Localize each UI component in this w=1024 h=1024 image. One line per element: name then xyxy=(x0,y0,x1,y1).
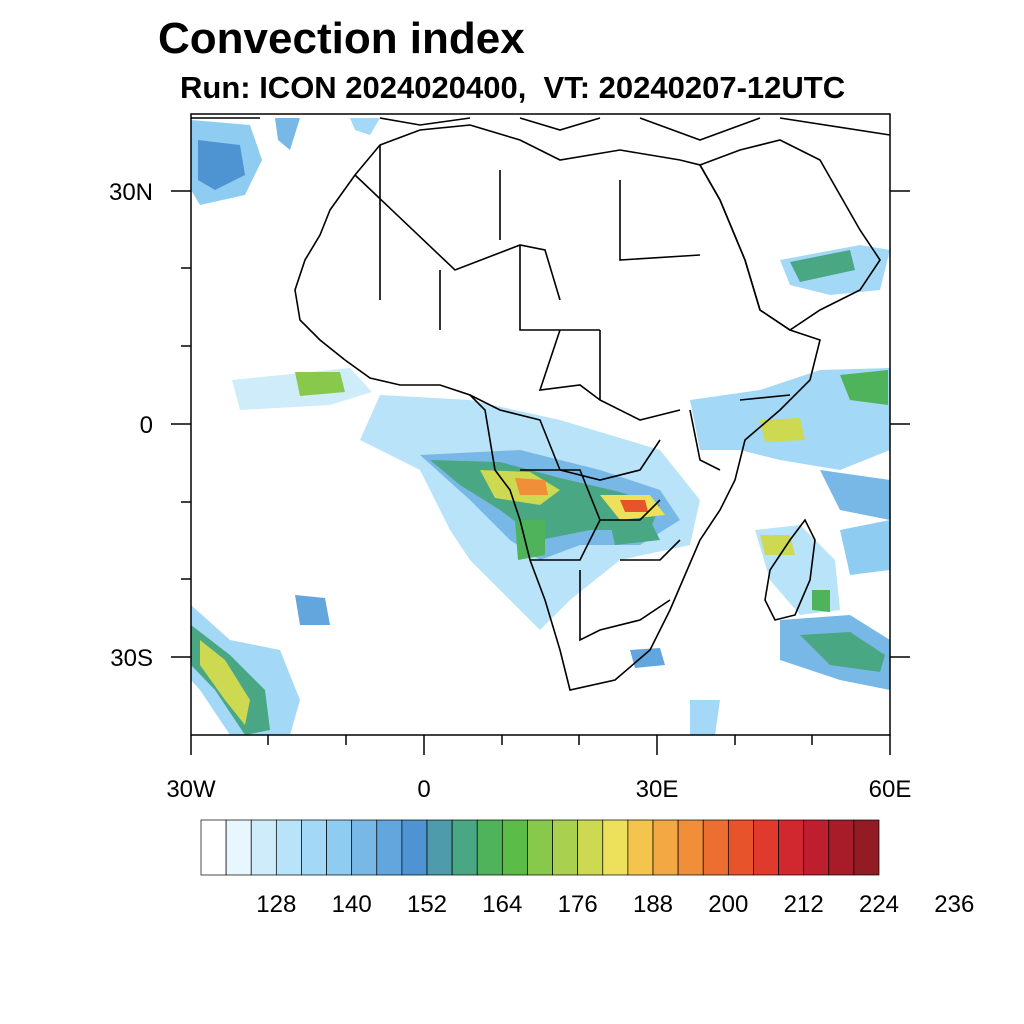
colorbar-swatch xyxy=(727,819,754,876)
colorbar-label: 188 xyxy=(633,891,673,918)
convection-area xyxy=(191,605,300,735)
convection-area xyxy=(610,520,660,545)
lon-tick-label: 30E xyxy=(636,776,679,803)
colorbar-label: 140 xyxy=(332,891,372,918)
colorbar-label: 176 xyxy=(558,891,598,918)
colorbar-swatch xyxy=(275,819,302,876)
convection-area xyxy=(620,500,648,512)
colorbar-swatch xyxy=(677,819,704,876)
colorbar-swatch xyxy=(652,819,679,876)
convection-area xyxy=(812,590,830,612)
convection-area xyxy=(515,520,545,560)
colorbar-swatch xyxy=(401,819,428,876)
colorbar-swatch xyxy=(527,819,553,876)
colorbar-swatch xyxy=(602,819,629,876)
coastlines xyxy=(191,117,890,691)
colorbar-swatch xyxy=(376,819,403,876)
convection-area xyxy=(295,372,345,396)
convection-area xyxy=(840,370,888,405)
colorbar-label: 200 xyxy=(708,891,748,918)
madagascar-coastline xyxy=(764,518,816,621)
convection-area xyxy=(800,632,885,672)
convection-area xyxy=(295,595,330,625)
colorbar-swatch xyxy=(778,819,805,876)
colorbar-swatch xyxy=(552,819,579,876)
colorbar-label: 236 xyxy=(934,891,974,918)
europe-coastline xyxy=(191,117,890,141)
convection-area xyxy=(820,470,890,520)
colorbar-swatch xyxy=(753,819,779,876)
arabia-coastline xyxy=(698,139,881,331)
lat-tick-label: 30N xyxy=(109,179,153,206)
colorbar-swatch xyxy=(853,819,880,876)
lon-tick-label: 30W xyxy=(166,776,216,803)
convection-area xyxy=(350,118,380,135)
lat-tick-label: 30S xyxy=(110,645,153,672)
convection-field xyxy=(191,118,890,735)
convection-area xyxy=(515,478,548,495)
colorbar-label: 224 xyxy=(859,891,899,918)
convection-area xyxy=(840,520,890,575)
colorbar-swatch xyxy=(476,819,503,876)
axis-ticks xyxy=(171,190,910,755)
africa-coastline xyxy=(294,124,821,691)
convection-area xyxy=(760,535,795,555)
colorbar-label: 164 xyxy=(482,891,522,918)
colorbar-swatch xyxy=(828,819,855,876)
colorbar-label: 212 xyxy=(784,891,824,918)
colorbar-swatch xyxy=(326,819,353,876)
map-title: Convection index xyxy=(158,14,525,63)
colorbar-swatch xyxy=(200,819,227,876)
convection-area xyxy=(630,648,665,668)
colorbar-swatch xyxy=(250,819,277,876)
convection-area xyxy=(790,250,855,282)
colorbar-swatch xyxy=(501,819,528,876)
colorbar-swatch xyxy=(301,819,327,876)
convection-area xyxy=(200,640,250,725)
colorbar-swatch xyxy=(803,819,830,876)
colorbar-swatch xyxy=(225,819,252,876)
convection-area xyxy=(760,418,805,442)
lat-tick-label: 0 xyxy=(140,412,153,439)
colorbar-label: 152 xyxy=(407,891,447,918)
convection-area xyxy=(198,140,245,190)
lon-tick-label: 60E xyxy=(869,776,912,803)
colorbar xyxy=(200,819,880,876)
convection-area xyxy=(275,118,300,150)
colorbar-swatch xyxy=(451,819,478,876)
lon-tick-label: 0 xyxy=(417,776,430,803)
colorbar-swatch xyxy=(577,819,604,876)
colorbar-swatch xyxy=(702,819,729,876)
colorbar-swatch xyxy=(627,819,654,876)
colorbar-label: 128 xyxy=(256,891,296,918)
map-subtitle: Run: ICON 2024020400, VT: 20240207-12UTC xyxy=(180,70,846,105)
colorbar-swatch xyxy=(426,819,453,876)
colorbar-labels: 128 140 152 164 176 188 200 212 224 236 xyxy=(256,891,974,918)
country-borders xyxy=(354,145,791,642)
convection-area xyxy=(690,700,720,735)
colorbar-swatch xyxy=(351,819,378,876)
